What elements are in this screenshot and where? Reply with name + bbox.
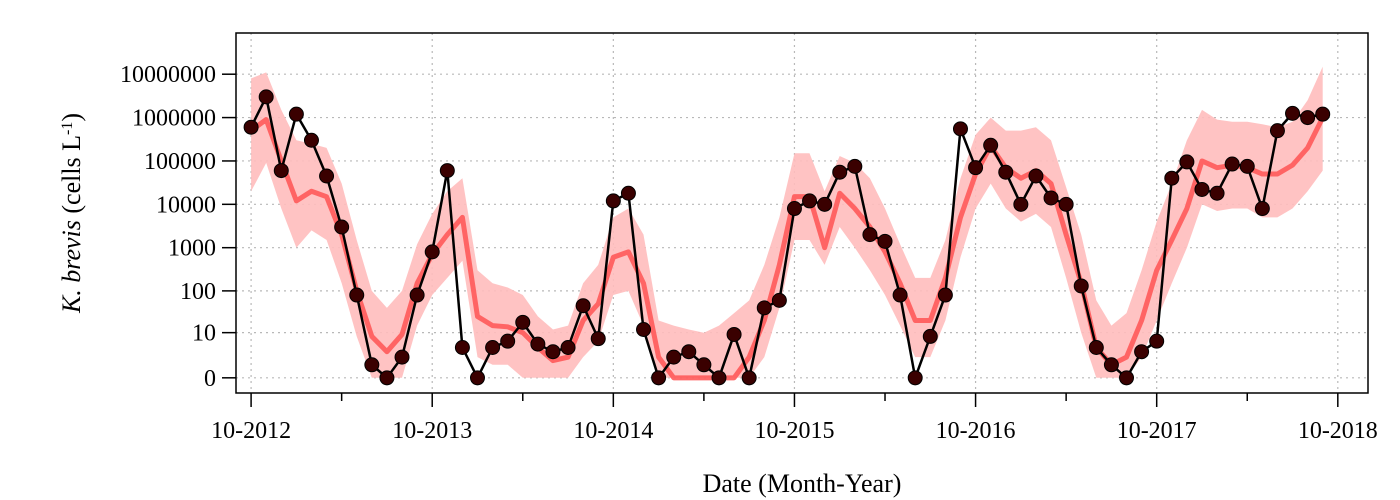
observed-point [1239,158,1255,174]
y-tick-label: 1000000 [132,106,216,132]
observed-point [877,233,893,249]
observed-point [1058,196,1074,212]
observed-point [394,349,410,365]
observed-point [560,340,576,356]
observed-point [1028,168,1044,184]
observed-series-layer [243,89,1331,386]
observed-point [243,119,259,135]
y-tick-label: 1000 [168,236,216,262]
observed-point [379,370,395,386]
x-tick-label: 10-2017 [1117,418,1197,444]
observed-point [1134,344,1150,360]
x-tick-label: 10-2016 [936,418,1016,444]
observed-point [862,227,878,243]
observed-point [454,340,470,356]
observed-point [1209,185,1225,201]
y-axis-title: K. brevis (cells L-1) [57,113,86,314]
observed-point [288,106,304,122]
observed-point [968,160,984,176]
observed-point [832,164,848,180]
y-tick-label: 10000 [156,192,216,218]
y-tick-label: 10000000 [120,62,216,88]
observed-point [424,244,440,260]
observed-point [1194,181,1210,197]
observed-point [847,158,863,174]
observed-point [1149,333,1165,349]
y-tick-label: 10 [192,321,216,347]
observed-point [1103,357,1119,373]
observed-point [334,219,350,235]
x-tick-label: 10-2014 [573,418,653,444]
observed-point [439,163,455,179]
observed-point [469,370,485,386]
observed-point [1224,156,1240,172]
observed-point [273,163,289,179]
observed-point [303,132,319,148]
y-tick-label: 0 [204,366,216,392]
observed-point [485,340,501,356]
observed-point [741,370,757,386]
x-tick-label: 10-2015 [754,418,834,444]
observed-point [666,349,682,365]
observed-point [1088,340,1104,356]
x-axis-title: Date (Month-Year) [703,469,902,498]
observed-point [651,370,667,386]
y-axis-title-units-end: ) [57,113,86,122]
observed-point [983,137,999,153]
observed-point [1119,370,1135,386]
observed-point [349,287,365,303]
observed-point [1315,106,1331,122]
observed-point [590,331,606,347]
observed-point [500,333,516,349]
x-tick-label: 10-2018 [1298,418,1378,444]
observed-point [605,193,621,209]
observed-point [515,314,531,330]
x-axis: 10-2012 10-2013 10-2014 10-2015 10-2016 10-20… [211,393,1378,444]
x-tick-label: 10-2012 [211,418,291,444]
observed-point [1300,110,1316,126]
observed-point [771,292,787,308]
observed-point [892,287,908,303]
observed-point [696,357,712,373]
observed-point [802,193,818,209]
observed-point [545,344,561,360]
observed-point [319,168,335,184]
observed-point [1073,278,1089,294]
plot-frame [235,32,1369,394]
observed-point [575,298,591,314]
observed-point [998,164,1014,180]
y-axis-title-units-sup: -1 [59,122,76,135]
observed-point [620,185,636,201]
x-tick-label: 10-2013 [392,418,472,444]
y-axis-title-species: K. brevis [57,220,86,314]
observed-point [922,328,938,344]
observed-point [258,89,274,105]
observed-point [952,121,968,137]
y-axis: 0 10 100 1000 10000 100000 1000000 10000000 [120,62,236,392]
observed-point [636,322,652,338]
observed-point [1164,170,1180,186]
observed-point [1043,190,1059,206]
observed-point [756,300,772,316]
observed-point [711,370,727,386]
observed-point [409,287,425,303]
observed-point [1179,154,1195,170]
observed-point [817,196,833,212]
observed-point [364,357,380,373]
observed-point [907,370,923,386]
observed-point [1254,201,1270,217]
y-tick-label: 100000 [144,149,216,175]
y-axis-title-units: (cells L [57,135,86,220]
observed-point [681,344,697,360]
observed-point [786,201,802,217]
observed-point [1285,105,1301,121]
observed-point [1013,196,1029,212]
y-tick-label: 100 [180,279,216,305]
observed-point [1269,123,1285,139]
observed-point [726,326,742,342]
observed-point [530,336,546,352]
observed-point [937,287,953,303]
